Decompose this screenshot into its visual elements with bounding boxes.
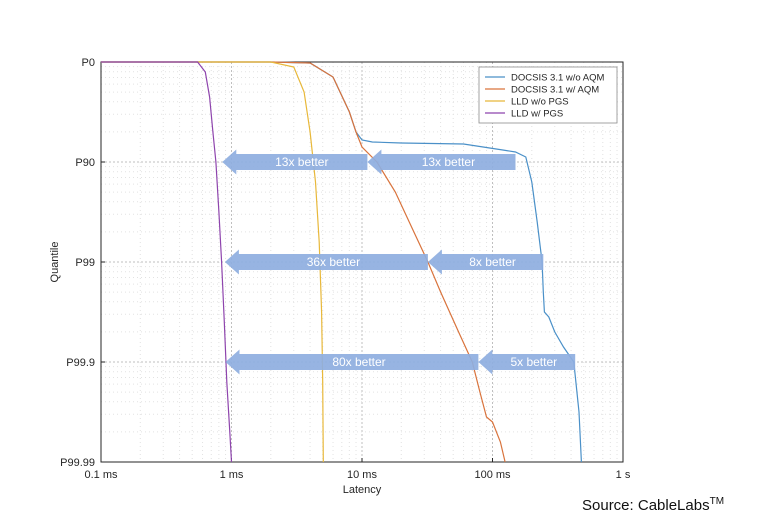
x-axis-label: Latency [343,484,382,496]
annotation-label: 5x better [510,355,557,369]
series-line-4 [101,61,233,463]
annotation-label: 13x better [275,155,328,169]
source-credit: Source: CableLabsTM [582,496,724,514]
legend-label: DOCSIS 3.1 w/o AQM [511,73,605,84]
annotation-label: 80x better [332,355,385,369]
annotation-arrow [478,349,576,375]
annotation-arrow [225,349,479,375]
annotation-arrow [367,149,516,175]
y-tick-label: P99.9 [66,357,95,369]
annotation-arrow [222,149,368,175]
legend-label: LLD w/ PGS [511,109,563,120]
x-tick-label: 1 s [616,469,631,481]
y-tick-label: P0 [82,57,95,69]
annotation-label: 36x better [307,255,360,269]
x-tick-label: 1 ms [220,469,244,481]
annotation-label: 13x better [422,155,475,169]
legend-box [478,66,618,124]
annotation-arrow [224,249,428,275]
y-tick-label: P99 [75,257,95,269]
source-text: Source: CableLabs [582,497,710,514]
series-line-2 [101,61,506,463]
annotation-arrow [427,249,544,275]
annotation-label: 8x better [469,255,516,269]
x-tick-label: 100 ms [474,469,511,481]
y-tick-label: P90 [75,157,95,169]
annotation-arrows: 13x better 13x better 36x better 8x better 8… [222,149,576,375]
trademark-mark: TM [709,496,725,507]
axis-ticks: 0.1 ms 1 ms 10 ms 100 ms 1 s P0 P90 P99 P99.9 P99… [60,57,631,481]
y-axis-label: Quantile [49,242,61,283]
legend-label: DOCSIS 3.1 w/ AQM [511,85,599,96]
x-tick-label: 0.1 ms [84,469,118,481]
x-tick-label: 10 ms [347,469,377,481]
legend-label: LLD w/o PGS [511,97,569,108]
y-tick-label: P99.99 [60,457,95,469]
